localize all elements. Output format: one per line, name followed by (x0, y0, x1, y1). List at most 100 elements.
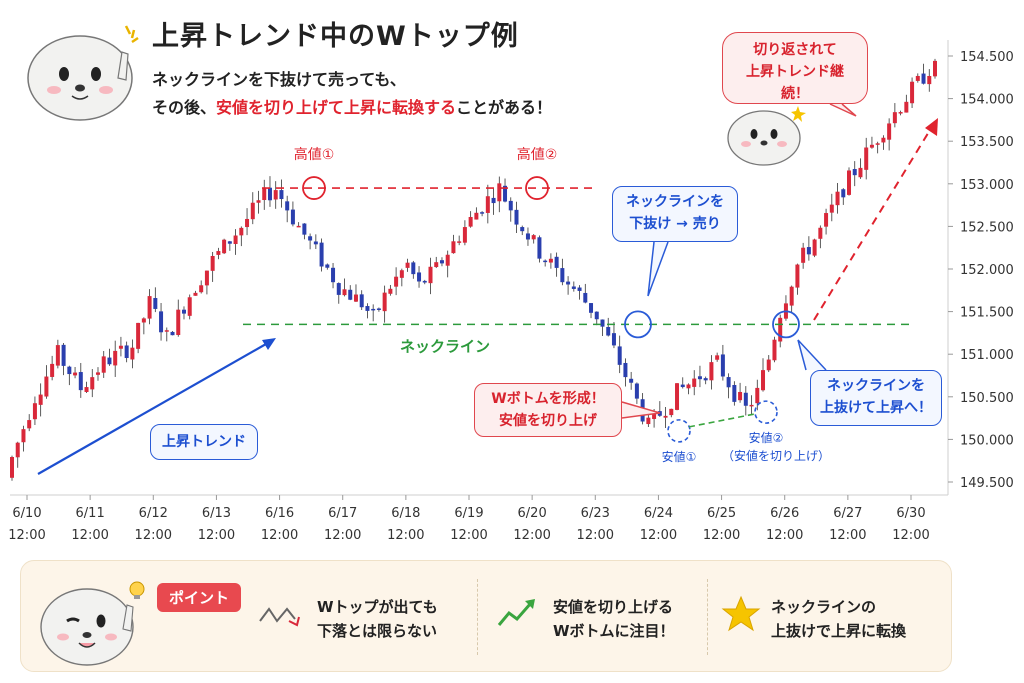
candle-body (210, 256, 215, 271)
x-tick-time: 12:00 (71, 528, 108, 543)
divider (707, 579, 708, 655)
candle-body (382, 292, 387, 312)
candle-body (692, 378, 697, 387)
candle-body (170, 331, 175, 336)
y-tick-label: 153.500 (960, 135, 1014, 150)
candle-body (789, 286, 794, 306)
candle-body (583, 292, 588, 303)
candle-body (239, 227, 244, 236)
candle-body (55, 345, 60, 366)
candle-body (107, 357, 112, 365)
x-tick-date: 6/11 (76, 506, 105, 521)
candle-body (600, 319, 605, 327)
candle-body (749, 404, 754, 407)
x-tick-time: 12:00 (8, 528, 45, 543)
candle-body (898, 112, 903, 114)
candle-body (371, 308, 376, 311)
candle-body (365, 306, 370, 311)
x-tick-date: 6/27 (833, 506, 862, 521)
candle-body (577, 287, 582, 291)
candle-body (204, 270, 209, 286)
trough-marker (667, 419, 691, 443)
candle-body (812, 239, 817, 256)
callout-pointer (621, 401, 661, 419)
candle-body (485, 196, 490, 213)
candle-body (130, 347, 135, 360)
y-tick-label: 150.000 (960, 433, 1014, 448)
points-panel: ポイント Wトップが出ても 下落とは限らない 安値を切り上げる Wボトムに注目！… (20, 560, 952, 672)
continuation-arrow (813, 129, 931, 321)
candle-body (159, 311, 164, 333)
uptrend-arrowhead (262, 338, 276, 350)
candle-body (927, 75, 932, 85)
candle-body (835, 191, 840, 206)
candle-body (892, 112, 897, 124)
candle-body (84, 387, 89, 392)
rebound-callout: 切り返されて 上昇トレンド継続！ (722, 32, 868, 104)
candle-body (10, 457, 14, 478)
candle-body (514, 209, 519, 225)
candle-body (847, 170, 852, 195)
candle-body (869, 144, 874, 148)
candle-body (199, 285, 204, 293)
candle-body (50, 363, 55, 377)
candle-body (451, 241, 456, 254)
continuation-arrowhead (925, 118, 938, 136)
candle-body (353, 294, 358, 302)
candle-body (910, 81, 915, 104)
candle-body (193, 292, 198, 296)
y-tick-label: 153.000 (960, 178, 1014, 193)
candle-body (571, 286, 576, 289)
candle-body (531, 235, 536, 240)
candle-body (921, 73, 926, 84)
y-tick-label: 149.500 (960, 476, 1014, 491)
candle-body (875, 143, 880, 145)
candle-body (359, 294, 364, 308)
candle-body (589, 303, 594, 313)
candle-body (136, 322, 141, 349)
x-tick-date: 6/20 (518, 506, 547, 521)
seal-mascot-small (722, 100, 808, 170)
higher-low-line (688, 413, 755, 428)
y-tick-label: 154.000 (960, 93, 1014, 108)
point-badge: ポイント (157, 583, 242, 612)
candle-body (313, 241, 318, 245)
candle-body (503, 185, 508, 202)
candle-body (720, 354, 725, 377)
candle-body (462, 227, 467, 243)
candle-body (594, 311, 599, 320)
callout-pointer (797, 339, 827, 371)
candle-body (388, 288, 393, 294)
break-down-marker (624, 310, 652, 339)
candle-body (629, 378, 634, 383)
candle-body (795, 264, 800, 288)
x-tick-time: 12:00 (577, 528, 614, 543)
x-tick-time: 12:00 (513, 528, 550, 543)
peak-label: 高値② (517, 146, 558, 163)
candle-body (841, 189, 846, 198)
candle-body (331, 267, 336, 283)
candle-body (806, 247, 811, 255)
candle-body (508, 200, 513, 211)
candle-body (766, 359, 771, 371)
candle-body (703, 378, 708, 381)
candle-body (915, 75, 920, 81)
y-tick-label: 150.500 (960, 391, 1014, 406)
uptrend-callout: 上昇トレンド (150, 424, 258, 460)
seal-mascot-wink (31, 573, 147, 673)
x-tick-date: 6/23 (581, 506, 610, 521)
x-tick-date: 6/13 (202, 506, 231, 521)
candle-body (227, 241, 232, 244)
candle-body (852, 169, 857, 176)
candle-body (525, 233, 530, 240)
candle-body (566, 281, 571, 285)
candle-body (480, 212, 485, 214)
candle-body (434, 262, 439, 268)
candle-body (669, 408, 674, 416)
x-tick-time: 12:00 (703, 528, 740, 543)
seal-mascot-top (14, 16, 146, 126)
candle-body (262, 187, 267, 201)
candle-body (285, 201, 290, 211)
candle-body (290, 209, 295, 225)
